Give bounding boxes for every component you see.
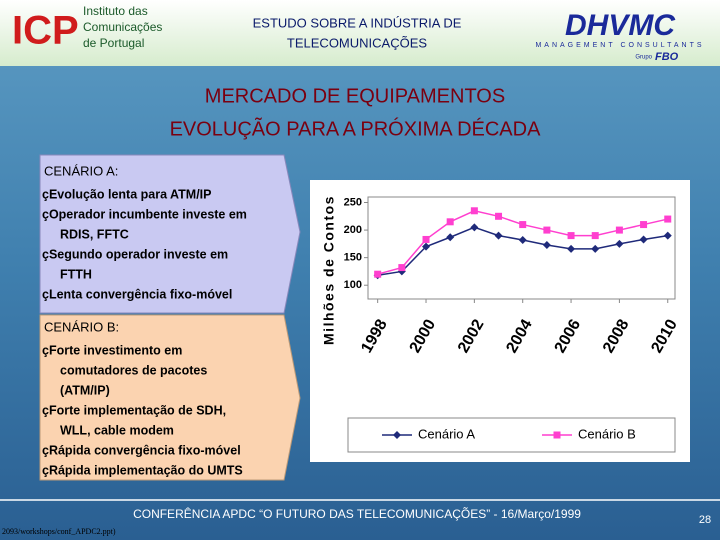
point bbox=[591, 244, 600, 253]
point bbox=[518, 236, 527, 245]
bullet-text: (ATM/IP) bbox=[60, 383, 110, 397]
y-tick-label: 250 bbox=[344, 196, 362, 208]
logo-text: de Portugal bbox=[83, 36, 144, 50]
point bbox=[615, 226, 623, 234]
legend-marker bbox=[393, 431, 401, 439]
bullet-text: çForte implementação de SDH, bbox=[42, 403, 226, 417]
y-tick-label: 100 bbox=[344, 279, 362, 291]
header-title: ESTUDO SOBRE A INDÚSTRIA DE bbox=[253, 15, 462, 30]
scenario-b-box bbox=[39, 314, 301, 481]
logo-group-mark: FBO bbox=[655, 51, 679, 63]
bullet-text: çOperador incumbente investe em bbox=[42, 207, 247, 221]
point bbox=[470, 207, 478, 215]
point bbox=[615, 239, 624, 248]
logo-subtitle: MANAGEMENT CONSULTANTS bbox=[535, 42, 704, 49]
bullet-text: çEvolução lenta para ATM/IP bbox=[42, 187, 212, 201]
logo-group: Grupo bbox=[635, 55, 652, 61]
bullet-text: çSegundo operador investe em bbox=[42, 247, 228, 261]
bullet-text: WLL, cable modem bbox=[60, 423, 174, 437]
point bbox=[567, 232, 575, 240]
point bbox=[494, 231, 503, 240]
point bbox=[374, 270, 382, 278]
bullet-text: çRápida implementação do UMTS bbox=[42, 463, 243, 477]
point bbox=[398, 264, 406, 272]
point bbox=[470, 223, 479, 232]
header-title: TELECOMUNICAÇÕES bbox=[287, 35, 427, 50]
point bbox=[639, 235, 648, 244]
footer-text: CONFERÊNCIA APDC “O FUTURO DAS TELECOMUN… bbox=[133, 506, 581, 521]
file-path: 2093/workshops/conf_APDC2.ppt) bbox=[2, 527, 116, 536]
header-band bbox=[0, 0, 720, 66]
bullet-text: FTTH bbox=[60, 267, 92, 281]
point bbox=[663, 231, 672, 240]
logo-text: Comunicações bbox=[83, 20, 162, 34]
point bbox=[591, 232, 599, 240]
point bbox=[640, 221, 648, 229]
y-axis-label: Milhões de Contos bbox=[321, 195, 337, 345]
legend-label: Cenário A bbox=[418, 426, 475, 441]
point bbox=[543, 226, 551, 234]
legend-marker bbox=[553, 431, 561, 439]
bullet-text: çLenta convergência fixo-móvel bbox=[42, 287, 232, 301]
slide-title: EVOLUÇÃO PARA A PRÓXIMA DÉCADA bbox=[170, 116, 542, 140]
dynamic: CENÁRIO A: çEvolução lenta para ATM/IP çOp… bbox=[42, 163, 681, 477]
scenario-heading: CENÁRIO B: bbox=[44, 319, 119, 334]
point bbox=[542, 240, 551, 249]
scenario-heading: CENÁRIO A: bbox=[44, 163, 118, 178]
point bbox=[422, 242, 431, 251]
point bbox=[567, 244, 576, 253]
y-tick-label: 200 bbox=[344, 224, 362, 236]
slide-title: MERCADO DE EQUIPAMENTOS bbox=[205, 85, 505, 107]
point bbox=[664, 215, 672, 223]
point bbox=[446, 218, 454, 226]
bullet-text: RDIS, FFTC bbox=[60, 227, 129, 241]
plot-area bbox=[367, 196, 676, 300]
bullet-text: çRápida convergência fixo-móvel bbox=[42, 443, 241, 457]
page-number: 28 bbox=[699, 514, 711, 526]
logo-mark: DHVMC bbox=[565, 9, 676, 42]
logo-text: Instituto das bbox=[83, 4, 148, 18]
point bbox=[519, 221, 527, 229]
point bbox=[422, 235, 430, 243]
point bbox=[495, 212, 503, 220]
y-tick-label: 150 bbox=[344, 252, 362, 264]
scenario-a-box bbox=[39, 154, 301, 314]
point bbox=[446, 233, 455, 242]
legend-label: Cenário B bbox=[578, 426, 636, 441]
logo-mark: ICP bbox=[12, 9, 79, 53]
bullet-text: çForte investimento em bbox=[42, 343, 182, 357]
bullet-text: comutadores de pacotes bbox=[60, 363, 207, 377]
